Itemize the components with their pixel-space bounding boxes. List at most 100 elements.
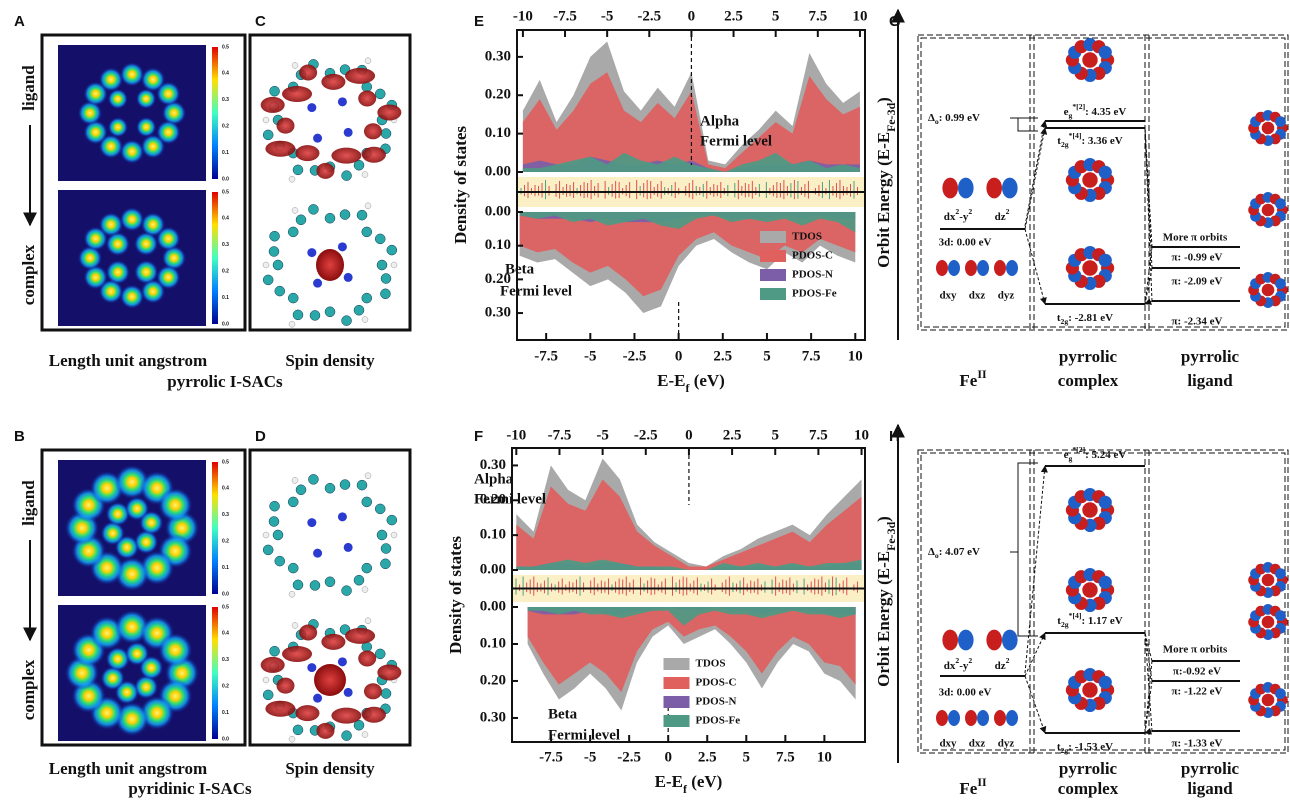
colorbar-tick: 0.2 [222, 124, 229, 130]
column-label: pyrrolic [1181, 759, 1240, 778]
y-axis-label: Density of states [446, 536, 465, 654]
mo-lobe [1261, 693, 1275, 707]
heatmap-blob [156, 81, 181, 106]
atom [262, 689, 274, 701]
connector [1144, 127, 1153, 302]
atom [341, 315, 352, 326]
atom [386, 514, 398, 526]
y-tick-label: 0.30 [480, 457, 506, 473]
atom [341, 170, 352, 181]
atom [324, 482, 336, 494]
text-part: -y [959, 211, 969, 223]
mo-lobe [1261, 121, 1275, 135]
text-part: ) [874, 97, 893, 103]
text-part: : -1.53 eV [1068, 741, 1113, 753]
atom [380, 273, 392, 284]
nitrogen [313, 548, 323, 558]
legend-label: PDOS-C [792, 250, 833, 262]
atom [262, 274, 274, 286]
panel-frame [40, 33, 247, 332]
mo-lobe [1082, 172, 1098, 188]
heatmap-blob [139, 510, 164, 535]
x-tick-label: 10 [817, 749, 832, 765]
text-part: 2g [1061, 317, 1069, 326]
mo-lobe [1082, 502, 1098, 518]
orbital-lobe [965, 260, 977, 276]
legend-swatch [663, 696, 690, 708]
hydrogen [364, 202, 372, 210]
spin-lobe [282, 645, 313, 662]
hydrogen [288, 320, 296, 328]
heatmap-blob [107, 88, 128, 109]
heatmap-blob [134, 231, 159, 256]
x-tick-label: 2.5 [713, 348, 732, 364]
text-part: Orbit Energy (E-E [874, 132, 893, 268]
spin-lobe [314, 664, 346, 696]
column-label: pyrrolic [1059, 759, 1118, 778]
heatmap-blob [83, 265, 108, 290]
text-part: *[2] [1072, 102, 1085, 111]
legend-label: PDOS-C [696, 677, 737, 689]
orbital-label: dxz [969, 290, 986, 302]
heatmap-blob [83, 120, 108, 145]
atom [292, 164, 304, 176]
text-part: dz [995, 660, 1006, 672]
hydrogen [364, 472, 372, 480]
atom [292, 724, 304, 736]
connector [1144, 632, 1153, 682]
column-label: FeII [959, 367, 987, 390]
orbital-lobe [986, 629, 1002, 651]
orbital-lobe [958, 629, 974, 651]
atom [376, 259, 388, 271]
y-tick-label: 0.00 [480, 561, 506, 577]
text-part: II [977, 367, 987, 381]
level-label: π: -2.34 eV [1172, 316, 1223, 328]
text-part: dz [995, 211, 1006, 223]
spin-lobe [377, 104, 402, 121]
orbital-label: dz2 [995, 207, 1010, 222]
text-part: : -2.81 eV [1068, 312, 1113, 324]
hydrogen [288, 590, 296, 598]
text-part: f [685, 381, 690, 395]
orbital-lobe [1006, 260, 1018, 276]
mo-lobe [1098, 675, 1112, 689]
atom [356, 209, 368, 221]
mo-lobe [1275, 198, 1286, 210]
colorbar [212, 192, 218, 324]
connector [1024, 465, 1048, 674]
heatmap-blob [107, 117, 128, 138]
spin-lobe [331, 707, 362, 724]
atom [380, 558, 391, 570]
text-part: : 1.17 eV [1081, 615, 1122, 627]
atom [309, 310, 321, 321]
level-label: t2g: -2.81 eV [1057, 312, 1113, 327]
x-tick-label: -7.5 [534, 348, 558, 364]
atom [356, 479, 368, 491]
x-tick-label: 2.5 [698, 749, 717, 765]
heatmap-blob [156, 265, 181, 290]
caption: pyrrolic I-SACs [167, 372, 283, 391]
column-label: FeII [959, 775, 987, 798]
dashed-frame [917, 449, 1289, 754]
y-tick-label: 0.10 [480, 527, 506, 543]
hydrogen [262, 676, 270, 684]
level-label: π:-0.92 eV [1173, 666, 1221, 678]
orbital-lobe [948, 710, 960, 726]
text-part: : 4.07 eV [939, 546, 980, 558]
colorbar-tick: 0.0 [222, 321, 229, 327]
text-part: e [1064, 106, 1069, 118]
spin-lobe [295, 705, 320, 722]
atom [287, 226, 299, 238]
mo-lobe [1098, 165, 1112, 179]
legend-label: TDOS [696, 658, 726, 670]
colorbar-tick: 0.2 [222, 269, 229, 275]
atom [374, 233, 386, 245]
nitrogen [307, 663, 317, 673]
annotation: Beta [548, 706, 578, 722]
panel-label: F [474, 428, 483, 445]
atom [339, 209, 351, 220]
spin-lobe [363, 123, 382, 140]
orbital-lobe [942, 177, 958, 199]
x-tick-label: 7.5 [776, 749, 795, 765]
hydrogen [361, 171, 369, 178]
